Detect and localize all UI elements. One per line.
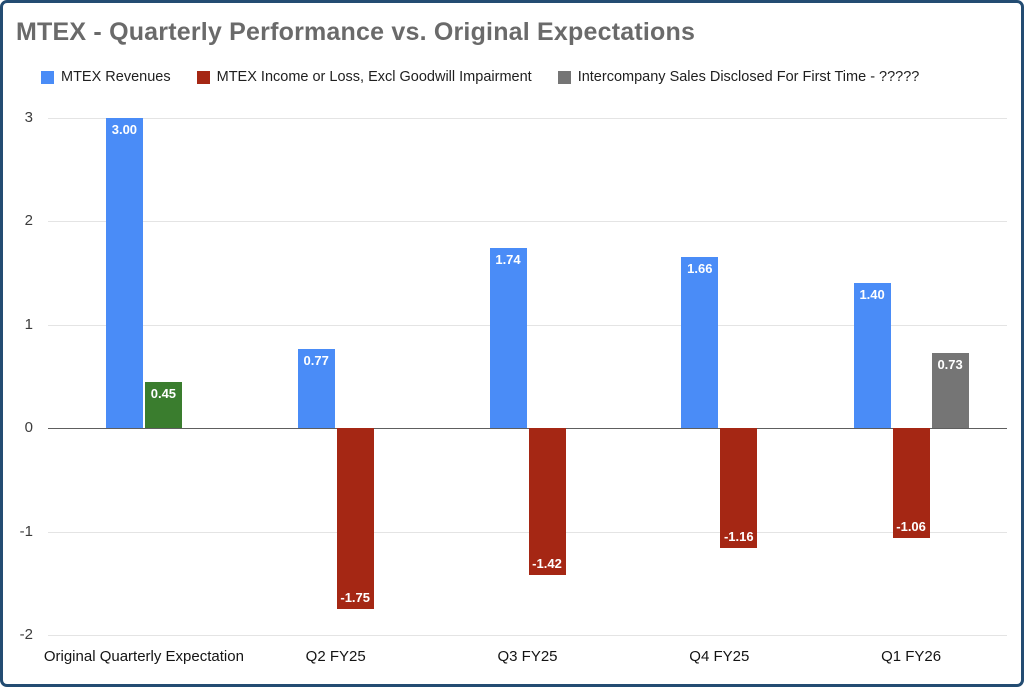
legend-item-revenues: MTEX Revenues (41, 69, 171, 85)
bar: 1.40 (853, 283, 891, 429)
y-tick-label: 1 (24, 315, 33, 333)
bar: -1.42 (528, 428, 566, 575)
bar-value-label: 0.45 (150, 385, 177, 401)
legend-label: MTEX Revenues (61, 69, 171, 85)
bar-value-label: 1.74 (495, 252, 521, 268)
y-tick-label: -2 (19, 626, 33, 643)
x-category-label: Q1 FY26 (881, 648, 942, 665)
legend-swatch-blue (41, 70, 54, 84)
bar: 0.73 (931, 352, 969, 429)
bar: 0.77 (297, 348, 335, 429)
bar: 1.74 (489, 248, 527, 429)
bar-value-label: 0.77 (303, 352, 329, 368)
bar-value-label: 1.66 (687, 260, 713, 276)
x-category-label: Original Quarterly Expectation (43, 648, 244, 665)
bar-value-label: -1.75 (340, 590, 370, 606)
legend-item-income: MTEX Income or Loss, Excl Goodwill Impai… (196, 69, 532, 85)
bar-value-label: -1.16 (723, 529, 754, 545)
legend-item-intercompany: Intercompany Sales Disclosed For First T… (557, 69, 920, 85)
bar: 0.45 (144, 381, 182, 429)
legend-swatch-red (196, 70, 210, 84)
gridline (48, 118, 1007, 119)
gridline (48, 324, 1007, 326)
bar: -1.16 (720, 428, 758, 549)
zero-axis-line (48, 428, 1007, 430)
bar-value-label: 1.40 (859, 287, 885, 303)
bar-value-label: 0.73 (937, 356, 963, 372)
x-category-label: Q4 FY25 (689, 648, 750, 665)
bar: -1.06 (892, 428, 930, 538)
bar-value-label: -1.06 (896, 518, 926, 534)
bar: 1.66 (681, 256, 719, 429)
legend-label: Intercompany Sales Disclosed For First T… (577, 69, 920, 85)
legend-label: MTEX Income or Loss, Excl Goodwill Impai… (216, 69, 532, 85)
bar: 3.00 (105, 118, 143, 429)
bar-value-label: -1.42 (532, 556, 562, 571)
plot-area: 3.00 0.45 0.77 -1.75 1.74 -1.42 1.66 -1.16 1.40 -… (48, 118, 1007, 636)
y-tick-label: 0 (24, 419, 33, 437)
y-tick-label: 3 (24, 109, 33, 126)
chart-title: MTEX - Quarterly Performance vs. Origina… (16, 18, 696, 46)
bar: -1.75 (336, 428, 374, 610)
gridline (48, 531, 1007, 533)
x-axis: Original Quarterly Expectation Q2 FY25 Q3 … (44, 648, 1007, 670)
x-category-label: Q2 FY25 (305, 648, 366, 665)
x-category-label: Q3 FY25 (497, 648, 558, 665)
gridline (48, 635, 1007, 636)
legend-swatch-gray (557, 70, 571, 84)
legend: MTEX Revenues MTEX Income or Loss, Excl … (41, 69, 919, 85)
y-tick-label: -1 (19, 522, 33, 540)
bar-value-label: 3.00 (111, 122, 138, 137)
y-tick-label: 2 (24, 212, 33, 230)
gridline (48, 221, 1007, 223)
chart: 3 2 1 0 -1 -2 3.00 0.45 0.77 -1.75 1.74 -1.42 1.66 -… (3, 3, 1021, 684)
y-axis: 3 2 1 0 -1 -2 (3, 109, 40, 643)
